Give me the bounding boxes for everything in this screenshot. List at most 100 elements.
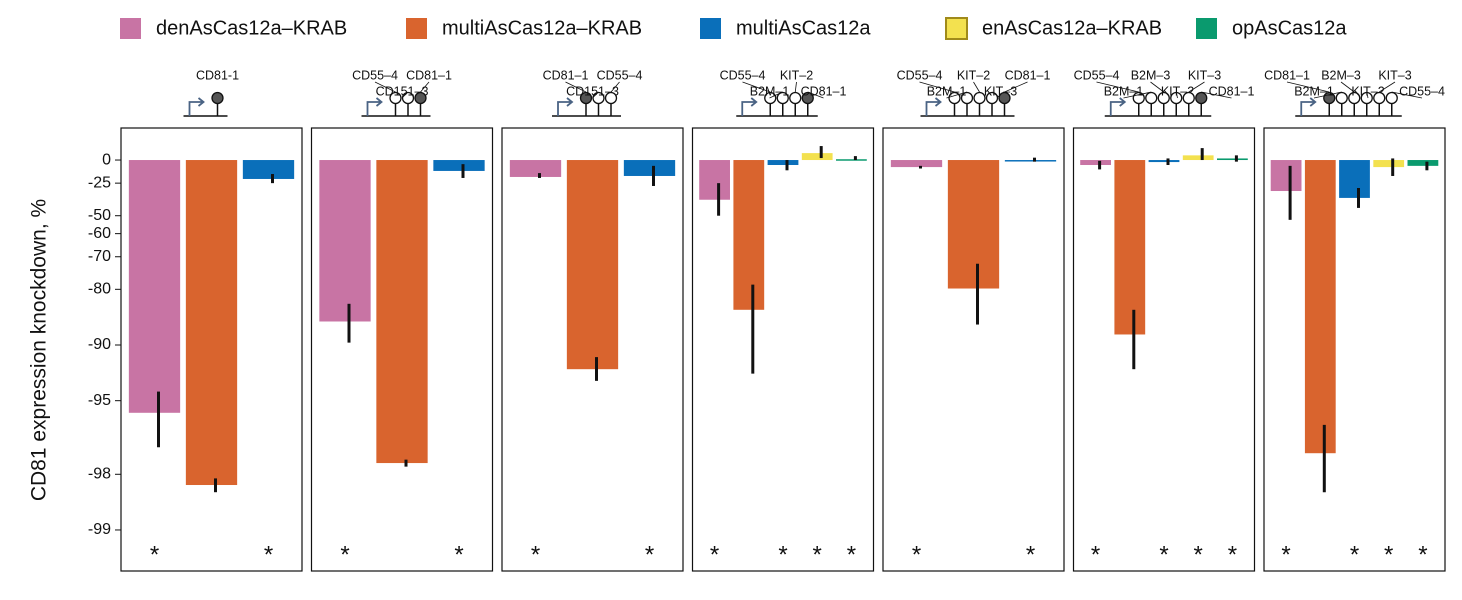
bar — [242, 160, 295, 179]
bar — [623, 160, 676, 176]
significance-label: * — [813, 541, 822, 568]
guide-hairpin — [960, 91, 974, 105]
promoter-arrow — [1109, 97, 1127, 116]
significance-label: * — [1159, 541, 1168, 568]
guide-hairpin — [414, 91, 427, 105]
panel-frame — [120, 127, 303, 572]
bar — [1339, 160, 1370, 198]
panel-frame — [1072, 127, 1256, 572]
bar — [1270, 160, 1302, 192]
guide-label: B2M–1 — [1294, 84, 1334, 98]
significance-label: * — [1281, 541, 1290, 568]
guide-label: CD81–1 — [1209, 84, 1255, 98]
guide-label: B2M–1 — [927, 84, 967, 98]
significance-label: * — [1026, 541, 1035, 568]
significance-label: * — [778, 541, 787, 568]
y-tick-label: 0 — [102, 151, 111, 168]
significance-label: * — [847, 541, 856, 568]
guide-connector — [973, 81, 980, 93]
significance-label: * — [454, 541, 463, 568]
promoter-arrow — [741, 97, 758, 116]
y-axis-label: CD81 expression knockdown, % — [28, 199, 51, 501]
guide-label: CD81–1 — [1005, 68, 1051, 82]
guide-connector — [1096, 81, 1139, 93]
legend-swatch — [700, 18, 721, 39]
guide-hairpin — [973, 91, 986, 105]
guide-hairpin — [776, 91, 789, 105]
guide-connector — [919, 81, 955, 93]
significance-label: * — [710, 541, 719, 568]
guide-label: CD55–4 — [597, 68, 643, 82]
guide-hairpin — [985, 91, 999, 105]
promoter-arrow — [188, 97, 205, 116]
bar — [767, 160, 799, 166]
guide-connector — [374, 81, 396, 93]
guide-label: B2M–1 — [1104, 84, 1144, 98]
guide-hairpin — [1348, 91, 1361, 105]
guide-hairpin — [801, 91, 814, 105]
legend-label: denAsCas12a–KRAB — [156, 17, 347, 39]
y-tick-label: -99 — [88, 521, 111, 538]
significance-label: * — [340, 541, 349, 568]
guide-label: KIT–2 — [780, 68, 813, 82]
guide-connector — [1004, 81, 1028, 93]
guide-label: CD151–3 — [376, 84, 429, 98]
bar — [890, 160, 943, 168]
significance-label: * — [645, 541, 654, 568]
y-tick-label: -50 — [88, 207, 111, 224]
guide-label: CD151–3 — [566, 84, 619, 98]
guide-connector — [1123, 91, 1152, 99]
significance-label: * — [912, 541, 921, 568]
legend-swatch — [406, 18, 427, 39]
bar — [1407, 160, 1439, 166]
guide-connector — [1313, 91, 1342, 99]
y-tick-label: -90 — [88, 336, 111, 353]
significance-label: * — [1418, 541, 1427, 568]
guide-connector — [420, 81, 430, 93]
guide-label: CD55–4 — [1074, 68, 1120, 82]
y-tick-label: -80 — [88, 281, 111, 298]
guide-label: CD55–4 — [720, 68, 766, 82]
guide-hairpin — [1182, 91, 1195, 105]
guide-label: CD81–1 — [801, 84, 847, 98]
guide-label: CD81-1 — [196, 68, 239, 82]
guide-connector — [610, 81, 620, 93]
bar — [1304, 160, 1336, 454]
bar — [1004, 160, 1057, 162]
guide-label: KIT–3 — [1188, 68, 1221, 82]
promoter-arrow — [925, 97, 942, 116]
guide-label: B2M–1 — [750, 84, 790, 98]
bar — [699, 160, 730, 200]
guide-connector — [1150, 81, 1164, 93]
panel-frame — [501, 127, 684, 572]
guide-connector — [1286, 81, 1330, 93]
guide-connector — [401, 91, 409, 99]
promoter-arrow — [366, 97, 383, 116]
guide-label: B2M–3 — [1131, 68, 1171, 82]
bar — [1373, 160, 1405, 168]
promoter-arrow — [557, 97, 574, 116]
bar — [1080, 160, 1111, 166]
guide-hairpin — [998, 91, 1011, 105]
significance-label: * — [1194, 541, 1203, 568]
guide-label: CD55–4 — [352, 68, 398, 82]
guide-connector — [1391, 91, 1423, 99]
guide-connector — [946, 91, 968, 99]
bar — [733, 160, 765, 310]
guide-label: CD55–4 — [1399, 84, 1445, 98]
guide-label: KIT–2 — [957, 68, 990, 82]
legend-label: multiAsCas12a — [736, 17, 871, 39]
significance-label: * — [1228, 541, 1237, 568]
legend-label: enAsCas12a–KRAB — [982, 17, 1162, 39]
bar — [319, 160, 371, 322]
guide-hairpin — [1145, 91, 1158, 105]
significance-label: * — [1091, 541, 1100, 568]
guide-label: CD81–1 — [1264, 68, 1310, 82]
guide-label: CD55–4 — [897, 68, 943, 82]
significance-label: * — [264, 541, 273, 568]
guide-connector — [592, 91, 599, 99]
legend-swatch — [945, 17, 968, 40]
panel-frame — [882, 127, 1065, 572]
guide-connector — [807, 91, 824, 99]
guide-connector — [1366, 91, 1369, 99]
